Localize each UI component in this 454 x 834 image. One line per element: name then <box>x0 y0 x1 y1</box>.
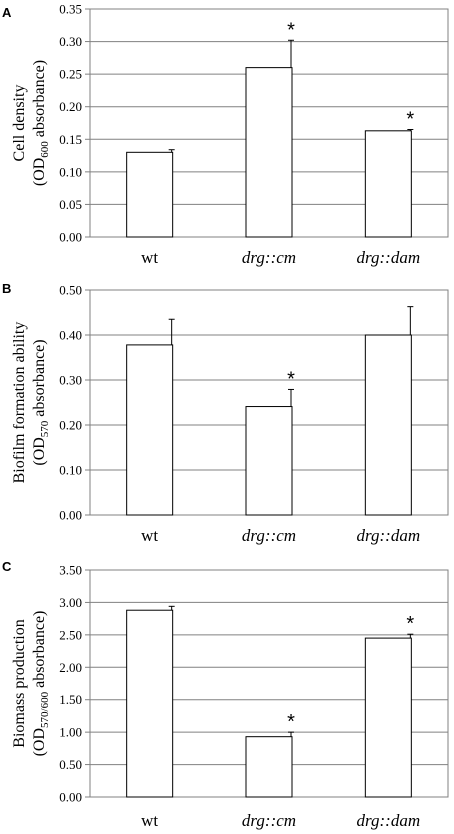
bar <box>245 67 293 238</box>
y-tick-label: 1.00 <box>59 725 82 740</box>
category-label: wt <box>141 811 158 830</box>
panel-letter: C <box>2 559 12 574</box>
y-tick-label: 3.00 <box>59 595 82 610</box>
y-tick-label: 2.50 <box>59 627 82 642</box>
y-axis-label-line2: (OD570 absorbance) <box>31 339 51 465</box>
y-tick-label: 0.40 <box>59 328 82 343</box>
y-tick-label: 1.50 <box>59 692 82 707</box>
y-axis-label-prefix: (OD <box>31 437 48 465</box>
y-tick-label: 0.35 <box>59 2 82 17</box>
panel-letter: B <box>2 281 11 296</box>
significance-marker: * <box>287 368 295 390</box>
category-label: wt <box>141 248 158 267</box>
y-axis-label-subscript: 600 <box>39 141 51 158</box>
y-tick-label: 0.15 <box>59 132 82 147</box>
category-label: drg::cm <box>242 248 296 267</box>
bar <box>364 637 412 798</box>
y-axis-label-subscript: 570 <box>39 420 51 437</box>
bar <box>126 151 174 238</box>
category-label: drg::cm <box>242 526 296 545</box>
y-axis-label-prefix: (OD <box>31 728 48 756</box>
y-axis-label-line1: Biomass production <box>11 619 28 747</box>
y-tick-label: 0.00 <box>59 508 82 523</box>
y-tick-label: 0.10 <box>59 463 82 478</box>
y-axis-label-prefix: (OD <box>31 158 48 186</box>
significance-marker: * <box>287 19 295 41</box>
y-axis-label-line2: (OD600 absorbance) <box>31 60 51 186</box>
category-label: wt <box>141 526 158 545</box>
y-tick-label: 0.30 <box>59 34 82 49</box>
significance-marker: * <box>406 109 414 131</box>
y-tick-label: 0.25 <box>59 67 82 82</box>
chart-panel-c: C 0.00 0.50 1.00 1.50 2.00 2.50 3.00 3.50 wt * drg:… <box>2 559 449 830</box>
y-tick-label: 0.05 <box>59 197 82 212</box>
chart-panel-a: A 0.00 0.05 0.10 0.15 0.20 0.25 0.30 0.35 wt * drg:… <box>2 2 449 267</box>
y-tick-label: 0.00 <box>59 790 82 805</box>
y-tick-label: 2.00 <box>59 660 82 675</box>
y-tick-label: 0.50 <box>59 757 82 772</box>
y-axis-label-line1: Cell density <box>11 85 28 162</box>
bar <box>245 406 293 516</box>
bar <box>364 130 412 238</box>
y-tick-label: 0.20 <box>59 99 82 114</box>
y-axis-label-suffix: absorbance) <box>31 339 48 420</box>
significance-marker: * <box>287 711 295 733</box>
y-axis-label-line2: (OD570/600 absorbance) <box>31 611 51 757</box>
bar <box>126 609 174 798</box>
category-label: drg::dam <box>357 811 421 830</box>
bar <box>245 736 293 798</box>
y-tick-label: 0.30 <box>59 373 82 388</box>
y-axis-label-subscript: 570/600 <box>39 691 51 728</box>
panel-letter: A <box>2 5 12 20</box>
y-tick-label: 0.20 <box>59 418 82 433</box>
bar <box>126 344 174 516</box>
significance-marker: * <box>406 613 414 635</box>
y-tick-label: 0.00 <box>59 230 82 245</box>
y-tick-label: 3.50 <box>59 563 82 578</box>
category-label: drg::dam <box>357 248 421 267</box>
y-tick-label: 0.10 <box>59 164 82 179</box>
category-label: drg::dam <box>357 526 421 545</box>
bar <box>364 334 412 516</box>
y-axis-label-line1: Biofilm formation ability <box>11 322 28 484</box>
y-axis-label-suffix: absorbance) <box>31 60 48 141</box>
y-axis-label-suffix: absorbance) <box>31 611 48 692</box>
y-tick-label: 0.50 <box>59 283 82 298</box>
category-label: drg::cm <box>242 811 296 830</box>
